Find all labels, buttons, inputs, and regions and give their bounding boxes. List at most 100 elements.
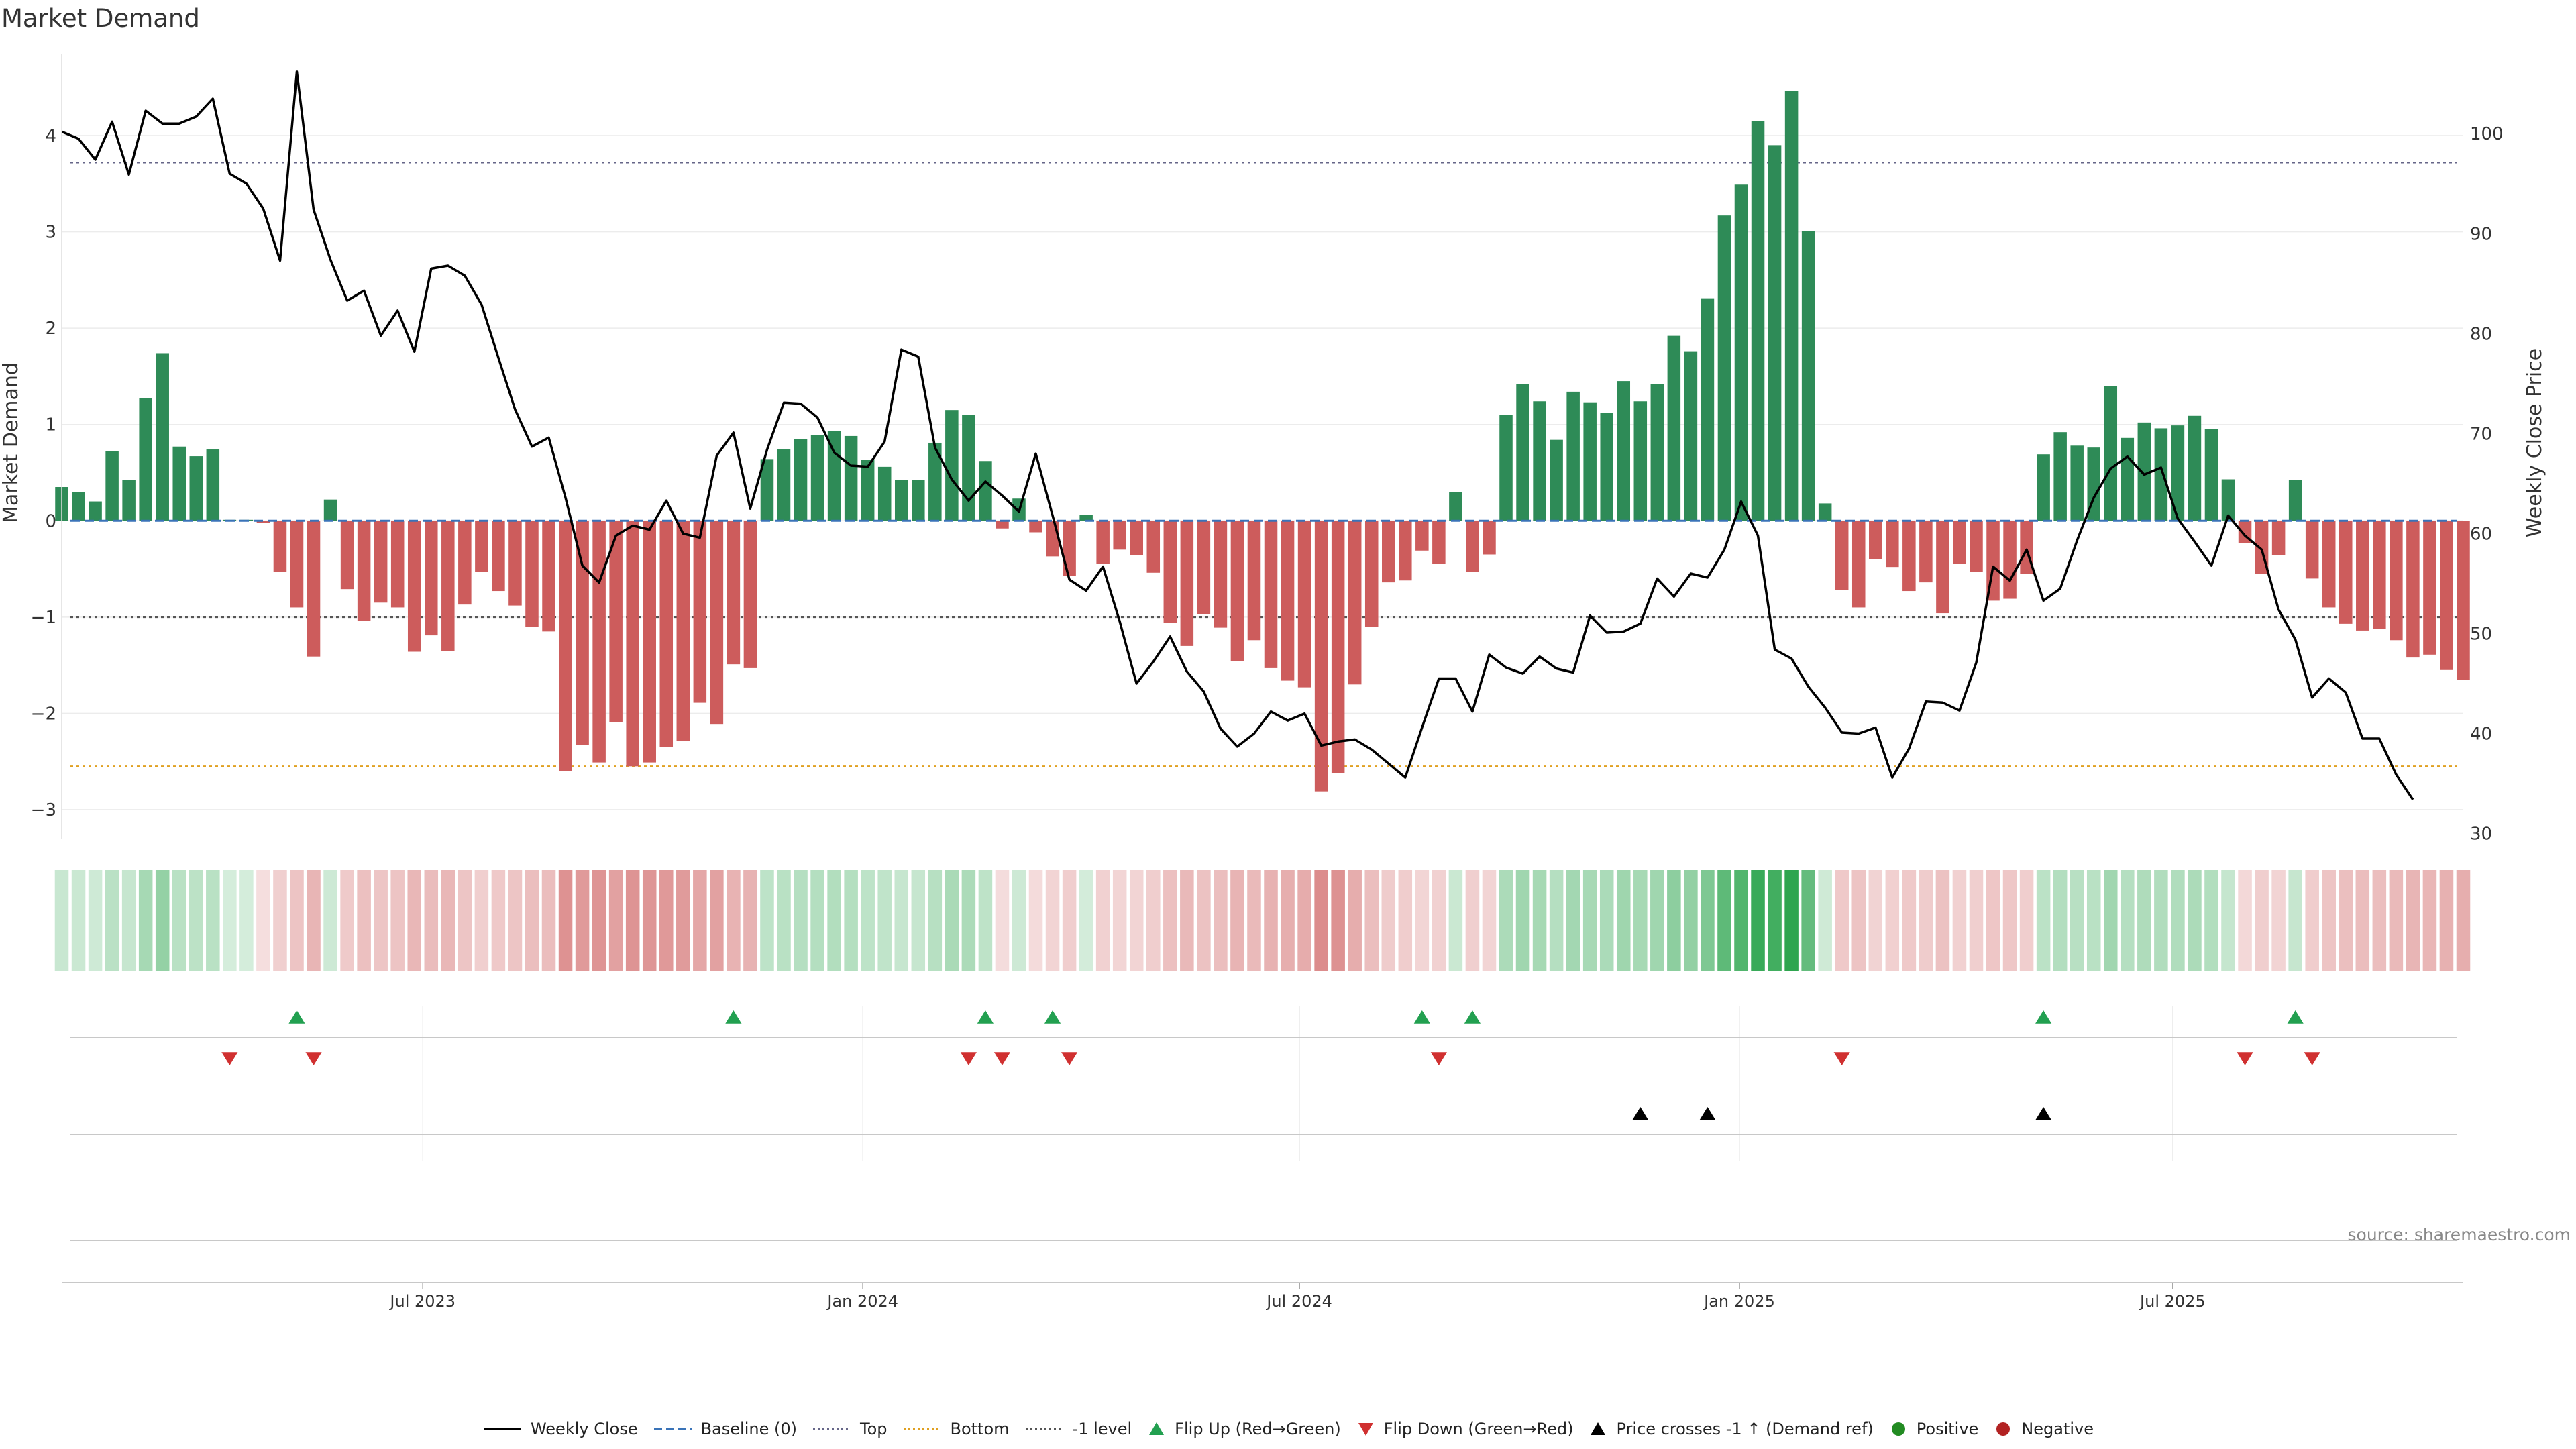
legend-positive: Positive <box>1888 1419 1978 1439</box>
y-tick-label-left: 4 <box>45 126 56 146</box>
demand-bar <box>206 449 220 521</box>
demand-bar <box>1583 402 1597 521</box>
flip-down-marker <box>994 1052 1011 1065</box>
x-tick-label: Jul 2023 <box>388 1292 455 1311</box>
heat-cell <box>659 870 674 971</box>
heat-cell <box>307 870 321 971</box>
heat-cell <box>1112 870 1127 971</box>
heat-cell <box>1482 870 1497 971</box>
legend-price-cross-swatch <box>1591 1422 1606 1435</box>
demand-bar <box>172 446 186 521</box>
heat-cell <box>1432 870 1446 971</box>
demand-bar <box>979 461 992 521</box>
demand-bar <box>710 521 724 724</box>
gridlines <box>62 135 2463 1161</box>
legend-weekly-close: Weekly Close <box>482 1419 638 1439</box>
heat-cell <box>1851 870 1866 971</box>
heat-cell <box>105 870 119 971</box>
demand-bar <box>659 521 674 747</box>
demand-bar <box>1667 335 1681 521</box>
heat-cell <box>995 870 1010 971</box>
demand-bar <box>996 521 1009 529</box>
y-axis-right: 30 40 50 60 70 80 90 100 <box>2470 124 2504 844</box>
demand-bar <box>1768 145 1782 521</box>
demand-bar <box>2457 521 2470 680</box>
flip-down-marker <box>2304 1052 2320 1065</box>
legend-flip-up-swatch <box>1149 1422 1165 1435</box>
demand-bar <box>1886 521 1899 568</box>
event-markers <box>221 1010 2320 1120</box>
heat-cell <box>2002 870 2017 971</box>
flip-up-marker <box>2035 1010 2052 1024</box>
demand-bar <box>2104 386 2118 521</box>
heat-cell <box>2137 870 2151 971</box>
heat-cell <box>827 870 841 971</box>
demand-bar <box>559 521 572 771</box>
heat-cell <box>1398 870 1413 971</box>
y-tick-label-left: −1 <box>31 608 56 628</box>
y-tick-label-right: 30 <box>2470 824 2492 845</box>
y-tick-label-right: 100 <box>2470 124 2504 144</box>
heat-cell <box>1281 870 1295 971</box>
y-tick-label-left: 2 <box>45 319 56 339</box>
demand-bar <box>1751 121 1765 521</box>
heat-cell <box>1717 870 1731 971</box>
heat-cell <box>1885 870 1900 971</box>
y-tick-label-left: 3 <box>45 223 56 243</box>
heat-cell <box>1381 870 1396 971</box>
demand-bar <box>2037 454 2050 521</box>
legend-negative: Negative <box>1993 1419 2094 1439</box>
heat-cell <box>1448 870 1463 971</box>
y-axis-left: −3 −2 −1 0 1 2 3 4 <box>31 54 62 839</box>
heat-cell <box>1549 870 1564 971</box>
heat-cell <box>239 870 254 971</box>
demand-bar <box>1650 384 1664 521</box>
demand-bar <box>2171 425 2185 521</box>
heat-cell <box>1197 870 1211 971</box>
demand-bar <box>1415 521 1429 551</box>
flip-down-marker <box>960 1052 977 1065</box>
demand-bar <box>1348 521 1362 685</box>
heat-cell <box>1616 870 1631 971</box>
demand-bars <box>55 91 2470 792</box>
heat-cell <box>676 870 690 971</box>
legend-weekly-close-swatch <box>483 1428 521 1430</box>
heat-cell <box>1062 870 1077 971</box>
demand-bar <box>1516 384 1529 521</box>
heat-cell <box>1095 870 1110 971</box>
heat-cell <box>1835 870 1849 971</box>
demand-bar <box>256 521 270 523</box>
legend-top-swatch <box>813 1428 851 1430</box>
demand-bar <box>525 521 539 627</box>
heat-cell <box>911 870 926 971</box>
heat-cell <box>340 870 354 971</box>
legend-label: Top <box>860 1419 888 1438</box>
legend-label: Flip Up (Red→Green) <box>1175 1419 1341 1438</box>
demand-bar <box>357 521 371 621</box>
flip-up-marker <box>725 1010 742 1024</box>
demand-bar <box>861 460 875 521</box>
demand-bar <box>2322 521 2336 608</box>
demand-bar <box>1449 492 1462 521</box>
demand-bar <box>1550 439 1563 521</box>
demand-bar <box>458 521 472 605</box>
demand-bar <box>1499 415 1513 521</box>
demand-bar <box>1936 521 1949 614</box>
demand-bar <box>1919 521 1933 583</box>
heat-cell <box>2355 870 2370 971</box>
demand-bar <box>1381 521 1395 583</box>
demand-bar <box>139 398 152 521</box>
heat-cell <box>1902 870 1917 971</box>
heat-cell <box>961 870 976 971</box>
flip-down-marker <box>221 1052 238 1065</box>
heat-cell <box>978 870 993 971</box>
heat-cell <box>1667 870 1681 971</box>
demand-bar <box>1331 521 1345 773</box>
heat-cell <box>743 870 757 971</box>
heat-cell <box>206 870 220 971</box>
heat-cell <box>1801 870 1815 971</box>
demand-bar <box>1281 521 1295 681</box>
demand-bar <box>1146 521 1161 573</box>
heat-cell <box>2389 870 2404 971</box>
demand-bar <box>1734 184 1748 521</box>
